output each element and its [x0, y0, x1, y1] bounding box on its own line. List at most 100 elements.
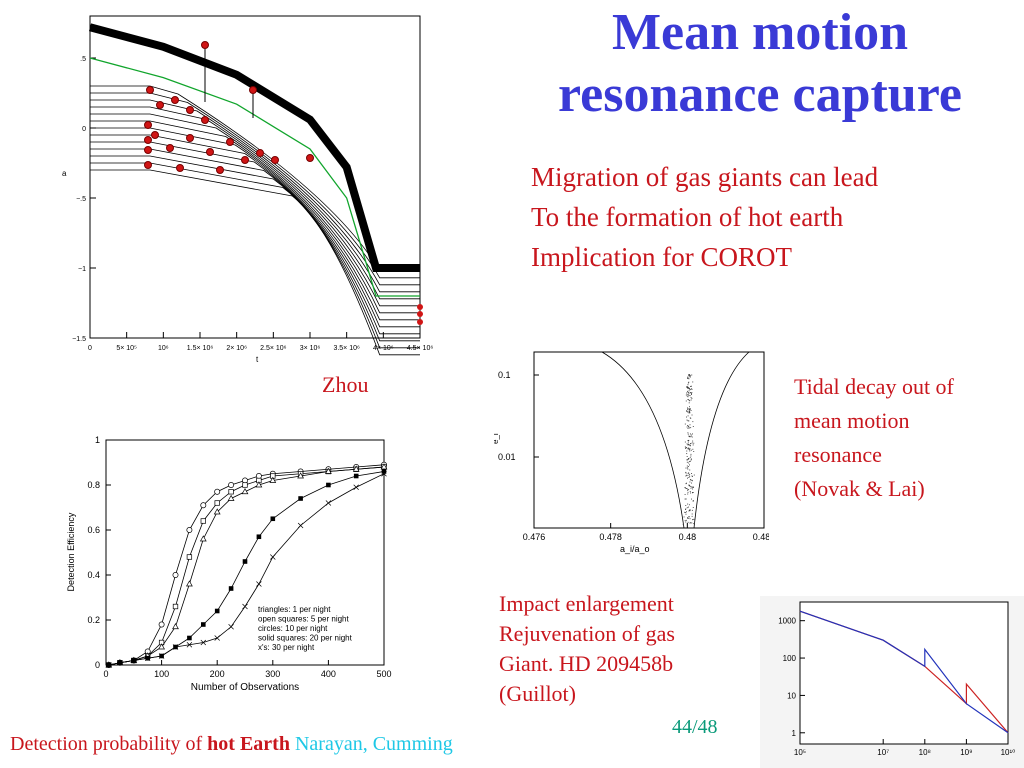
- data-point: [199, 535, 207, 542]
- scatter-point: [685, 505, 687, 506]
- scatter-point: [692, 421, 694, 423]
- scatter-point: [691, 374, 693, 376]
- footer-bold: hot Earth: [207, 733, 290, 755]
- scatter-point: [688, 395, 690, 396]
- y-tick-label: −1.5: [72, 336, 86, 343]
- scatter-point: [688, 444, 690, 446]
- scatter-point: [685, 498, 687, 500]
- scatter-point: [688, 390, 690, 392]
- scatter-point: [686, 459, 688, 461]
- scatter-point: [693, 523, 695, 525]
- scatter-point: [688, 439, 690, 441]
- scatter-point: [687, 518, 689, 519]
- scatter-point: [692, 507, 694, 508]
- scatter-point: [688, 393, 690, 395]
- scatter-point: [690, 443, 692, 444]
- impact-caption-line: (Guillot): [499, 681, 576, 706]
- scatter-point: [693, 442, 695, 444]
- data-point: [186, 580, 193, 587]
- scatter-point: [684, 512, 686, 513]
- tidal-caption-line: (Novak & Lai): [794, 476, 925, 501]
- scatter-point: [686, 450, 688, 452]
- scatter-point: [693, 518, 695, 520]
- scatter-point: [688, 376, 690, 378]
- planet-track: [90, 155, 420, 342]
- scatter-point: [688, 378, 690, 380]
- scatter-point: [692, 475, 693, 477]
- scatter-point: [688, 425, 689, 427]
- x-tick-label: 400: [321, 669, 336, 679]
- data-point: [228, 586, 234, 591]
- scatter-point: [687, 399, 689, 401]
- scatter-point: [686, 419, 688, 421]
- scatter-point: [686, 386, 688, 388]
- scatter-point: [689, 433, 691, 435]
- scatter-point: [688, 427, 690, 429]
- legend-entry: circles: 10 per night: [258, 624, 328, 633]
- data-point: [298, 496, 303, 501]
- scatter-point: [691, 473, 693, 474]
- scatter-point: [690, 522, 692, 524]
- data-point: [242, 482, 248, 488]
- y-tick-label: 0.4: [87, 570, 100, 580]
- bullet-line: Migration of gas giants can lead: [531, 162, 879, 192]
- x-tick-label: 5× 10⁵: [116, 345, 137, 352]
- scatter-point: [691, 394, 692, 395]
- scatter-point: [686, 507, 688, 509]
- scatter-point: [687, 382, 689, 384]
- resonance-curve-left: [601, 351, 685, 529]
- bullet-line: To the formation of hot earth: [531, 202, 844, 232]
- y-axis-label: a: [62, 169, 67, 178]
- planet-marker: [206, 148, 214, 156]
- data-point: [353, 484, 359, 490]
- data-point: [172, 603, 179, 610]
- planet-track: [90, 92, 420, 279]
- x-tick-label: 300: [265, 669, 280, 679]
- scatter-band: [682, 374, 696, 525]
- scatter-point: [691, 482, 693, 484]
- series-line: [89, 57, 420, 297]
- x-tick-label: 0: [103, 669, 108, 679]
- legend-entry: x's: 30 per night: [258, 643, 315, 652]
- data-point: [201, 622, 206, 627]
- scatter-point: [689, 374, 691, 376]
- scatter-point: [684, 498, 686, 500]
- scatter-point: [692, 448, 694, 450]
- scatter-point: [688, 504, 690, 506]
- scatter-point: [687, 390, 688, 392]
- scatter-point: [689, 436, 691, 438]
- x-tick-label: 10¹⁰: [1001, 748, 1016, 757]
- x-tick-label: 100: [154, 669, 169, 679]
- scatter-point: [689, 411, 691, 413]
- scatter-point: [687, 489, 689, 491]
- scatter-point: [687, 488, 688, 490]
- scatter-point: [687, 477, 688, 479]
- scatter-point: [687, 466, 689, 468]
- scatter-point: [688, 510, 690, 512]
- data-point: [200, 502, 207, 509]
- planet-marker: [201, 116, 209, 124]
- scatter-point: [688, 426, 690, 428]
- scatter-point: [688, 374, 690, 375]
- scatter-point: [690, 455, 692, 457]
- impact-caption-line: Giant. HD 209458b: [499, 651, 674, 676]
- data-point: [380, 463, 388, 470]
- scatter-point: [685, 483, 687, 485]
- scatter-point: [688, 399, 690, 401]
- scatter-point: [688, 402, 690, 404]
- scatter-point: [687, 517, 689, 519]
- scatter-point: [687, 447, 689, 449]
- scatter-point: [686, 482, 687, 484]
- scatter-point: [686, 456, 688, 457]
- scatter-point: [689, 436, 691, 438]
- scatter-point: [691, 492, 693, 494]
- scatter-point: [691, 515, 693, 517]
- scatter-point: [689, 460, 691, 462]
- y-tick-label: 0.01: [498, 452, 516, 462]
- scatter-point: [686, 392, 688, 394]
- y-tick-label: 0.8: [87, 480, 100, 490]
- data-point: [214, 635, 220, 641]
- series-lines: [88, 23, 420, 297]
- scatter-point: [692, 487, 694, 488]
- x-tick-label: 0.476: [523, 532, 546, 542]
